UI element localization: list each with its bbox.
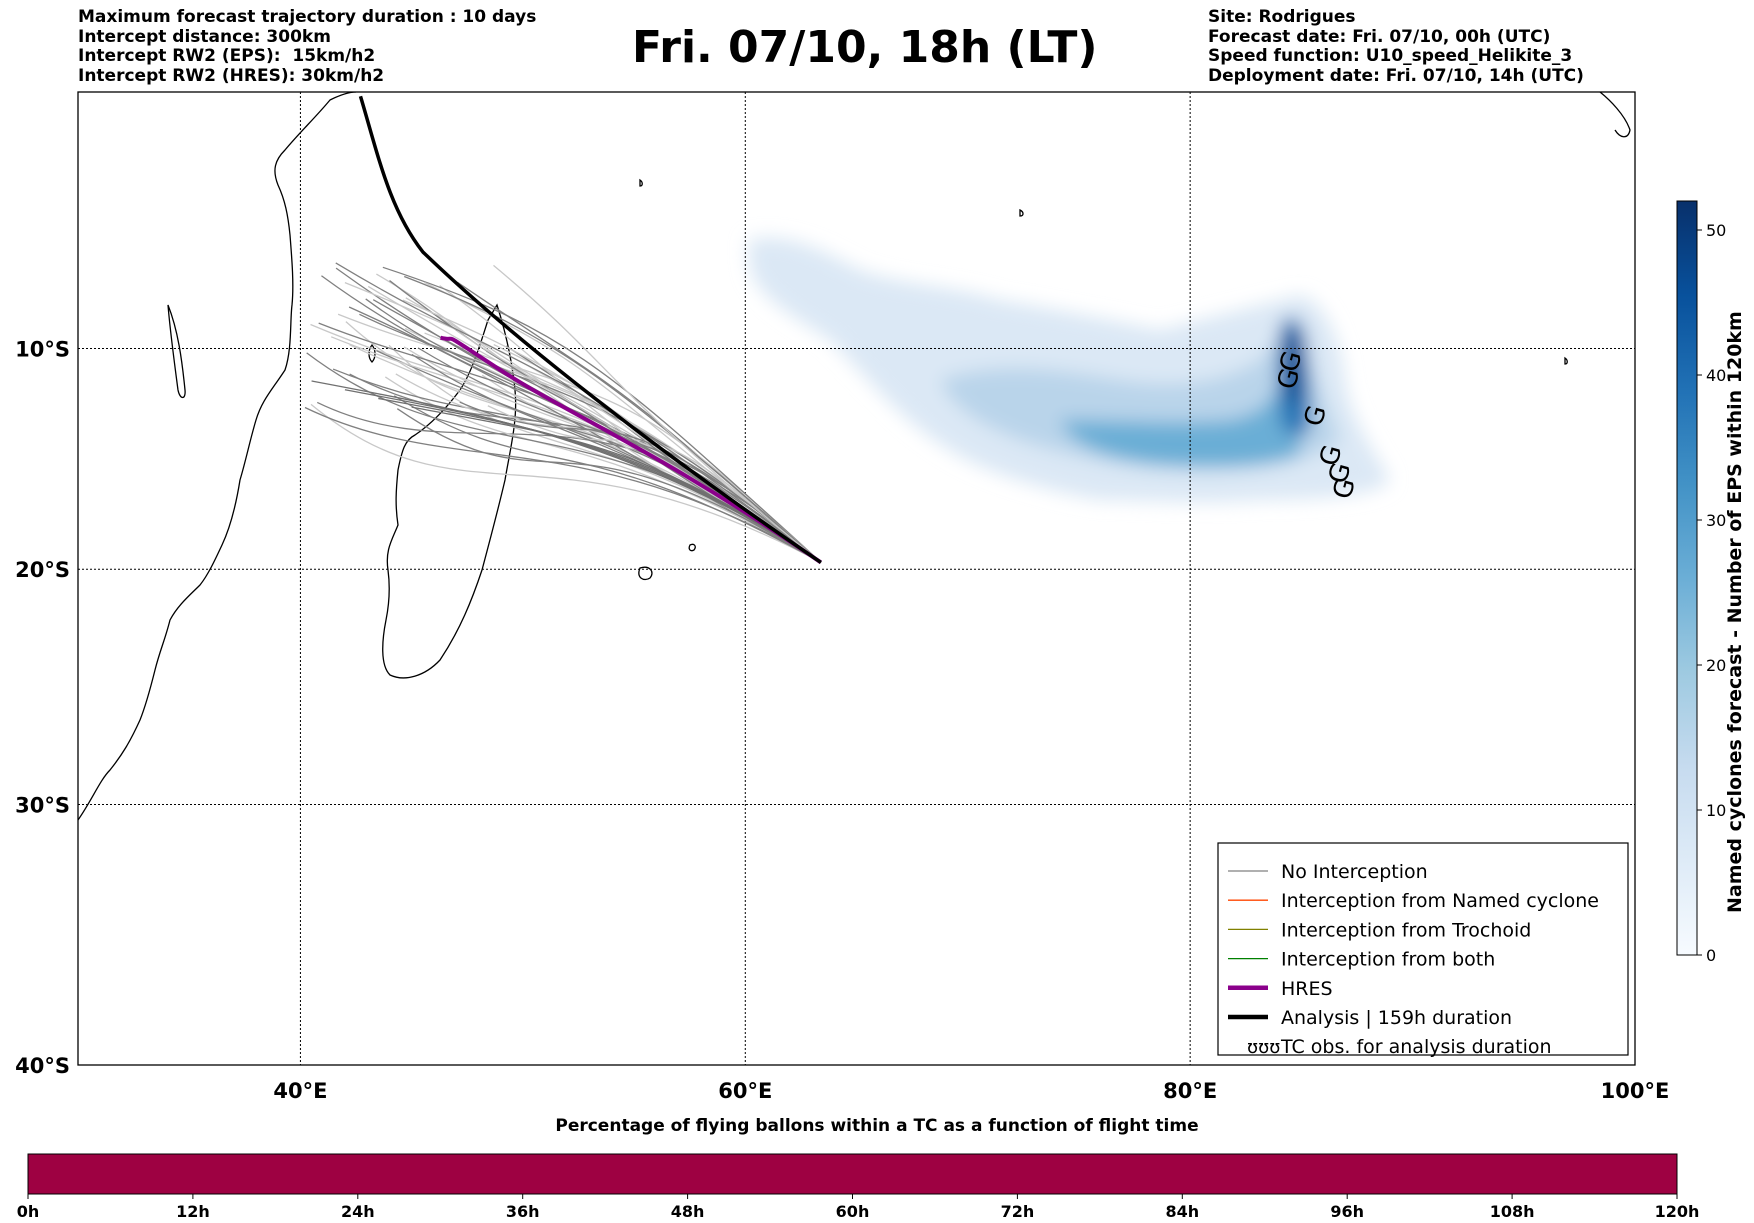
header-info-line: Intercept RW2 (HRES): 30km/h2 — [78, 65, 385, 86]
legend-box — [1217, 842, 1629, 1056]
analysis-trajectory — [358, 95, 822, 564]
flight-time-tick-label: 60h — [836, 1202, 870, 1221]
cyclone-density-field — [748, 237, 1390, 503]
flight-time-tick-label: 48h — [671, 1202, 705, 1221]
header-info-line: Maximum forecast trajectory duration : 1… — [78, 7, 537, 27]
ensemble-trajectory — [487, 405, 822, 563]
header-info-line: Intercept RW2 (EPS): 15km/h2 — [78, 46, 376, 66]
legend-label: Analysis | 159h duration — [1281, 1007, 1512, 1029]
legend-label: No Interception — [1281, 861, 1428, 883]
density-high-zone — [1060, 380, 1300, 468]
map-grid — [78, 92, 1635, 1065]
ensemble-trajectory — [348, 306, 822, 563]
hres-trajectory — [440, 335, 823, 565]
header-info-line: Intercept distance: 300km — [78, 26, 331, 47]
header-left-info: Maximum forecast trajectory duration : 1… — [78, 7, 537, 86]
flight-time-tick-label: 96h — [1330, 1202, 1364, 1221]
flight-time-tick-label: 120h — [1655, 1202, 1700, 1221]
flight-time-tick-label: 84h — [1165, 1202, 1199, 1221]
madagascar-coastline — [382, 303, 517, 679]
lon-tick-label: 100°E — [1601, 1079, 1670, 1103]
coastlines — [78, 92, 1631, 821]
flight-time-tick-label: 0h — [17, 1202, 40, 1221]
flight-time-bar-fill — [27, 1153, 1678, 1195]
ensemble-trajectory — [310, 403, 822, 563]
sri-lanka-coast — [1599, 92, 1631, 138]
colorbar-tick-label: 20 — [1706, 656, 1726, 675]
lat-tick-label: 20°S — [15, 558, 70, 582]
colorbar-tick-label: 40 — [1706, 366, 1726, 385]
flight-time-bar-title: Percentage of flying ballons within a TC… — [555, 1116, 1199, 1136]
map-title: Fri. 07/10, 18h (LT) — [632, 22, 1098, 73]
mauritius-island — [638, 566, 653, 581]
header-info-line: Speed function: U10_speed_Helikite_3 — [1208, 46, 1573, 66]
flight-time-bar: 0h 12h 24h 36h 48h 60h 72h 84h 96h 108h 120h — [17, 1153, 1700, 1221]
africa-coastline — [78, 92, 357, 821]
header-right-info: Site: Rodrigues Forecast date: Fri. 07/10… — [1208, 7, 1584, 86]
legend-tc-symbol: ʊʊʊ — [1247, 1037, 1280, 1058]
ensemble-trajectory — [396, 408, 822, 563]
colorbar-tick-label: 30 — [1706, 511, 1726, 530]
colorbar-tick-label: 10 — [1706, 801, 1726, 820]
legend-label: HRES — [1281, 978, 1333, 1000]
colorbar-tick-label: 50 — [1706, 221, 1726, 240]
flight-time-tick-label: 108h — [1490, 1202, 1535, 1221]
lon-tick-label: 60°E — [718, 1079, 772, 1103]
ensemble-trajectory — [310, 323, 822, 563]
reunion-island — [688, 543, 696, 552]
lat-tick-label: 10°S — [15, 338, 70, 362]
seychelles-island — [639, 178, 643, 187]
flight-time-tick-label: 12h — [176, 1202, 210, 1221]
lon-tick-label: 80°E — [1163, 1079, 1217, 1103]
colorbar-tick-label: 0 — [1706, 946, 1716, 965]
ensemble-trajectory — [349, 344, 822, 563]
colorbar-label: Named cyclones forecast - Number of EPS … — [1724, 311, 1746, 913]
header-info-line: Forecast date: Fri. 07/10, 00h (UTC) — [1208, 26, 1551, 47]
ensemble-trajectory — [493, 264, 822, 563]
colorbar-fill — [1676, 200, 1698, 956]
flight-time-tick-label: 72h — [1001, 1202, 1035, 1221]
lat-tick-labels: 10°S 20°S 30°S 40°S — [15, 338, 70, 1078]
flight-time-tick-label: 36h — [506, 1202, 540, 1221]
flight-time-tick-label: 24h — [341, 1202, 375, 1221]
lat-tick-label: 40°S — [15, 1054, 70, 1078]
cocos-island — [1564, 356, 1568, 365]
header-info-line: Deployment date: Fri. 07/10, 14h (UTC) — [1208, 65, 1584, 86]
ensemble-trajectory — [382, 266, 822, 563]
map-legend: No Interception Interception from Named c… — [1217, 842, 1629, 1058]
lat-tick-label: 30°S — [15, 793, 70, 817]
legend-label: TC obs. for analysis duration — [1280, 1036, 1552, 1058]
legend-label: Interception from Trochoid — [1281, 919, 1531, 941]
balloon-trajectories — [304, 95, 823, 565]
header-info-line: Site: Rodrigues — [1208, 7, 1356, 27]
legend-label: Interception from both — [1281, 949, 1495, 971]
ensemble-trajectory — [423, 281, 822, 563]
lon-tick-label: 40°E — [273, 1079, 327, 1103]
east-africa-lake — [167, 304, 186, 399]
ensemble-trajectory — [304, 406, 822, 563]
lon-tick-labels: 40°E 60°E 80°E 100°E — [273, 1079, 1669, 1103]
ensemble-trajectory — [404, 275, 822, 563]
ensemble-trajectory — [316, 401, 822, 563]
density-peak-zone — [1284, 329, 1302, 405]
ensemble-trajectory — [335, 262, 822, 563]
density-colorbar: 0 10 20 30 40 50 — [1676, 200, 1726, 965]
legend-label: Interception from Named cyclone — [1281, 890, 1599, 912]
map-frame — [77, 91, 1636, 1066]
chagos-island — [1019, 208, 1024, 217]
